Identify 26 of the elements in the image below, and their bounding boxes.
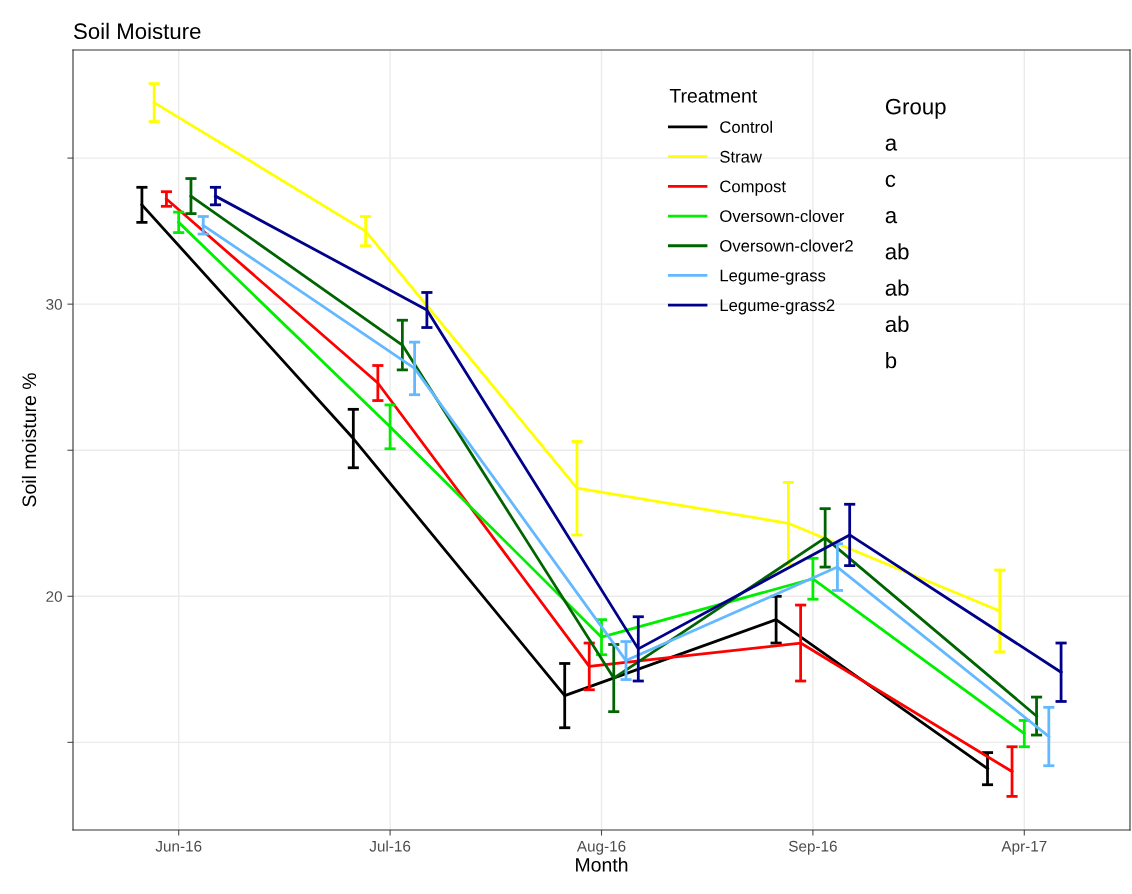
x-tick-label: Jun-16 (155, 840, 202, 852)
legend-label: Straw (720, 150, 762, 163)
annotation: c (885, 174, 896, 188)
x-tick-label: Aug-16 (576, 840, 626, 855)
annotation: ab (885, 279, 909, 296)
x-axis-title: Month (576, 857, 628, 872)
x-tick-label: Apr-17 (1001, 840, 1047, 855)
annotation: b (886, 352, 897, 369)
annotation: ab (885, 315, 909, 333)
legend-label: Legume-grass2 (720, 299, 835, 315)
legend-label: Compost (720, 180, 786, 196)
x-tick-label: Sep-16 (788, 840, 837, 855)
y-tick-label: 30 (46, 299, 62, 310)
legend-label: Oversown-clover2 (720, 239, 853, 252)
annotation: ab (885, 243, 909, 260)
legend-title: Treatment (669, 89, 758, 103)
legend-label: Legume-grass (720, 269, 826, 285)
legend-label: Oversown-clover (720, 209, 845, 223)
annotation: Group (885, 98, 946, 119)
annotation: a (885, 138, 898, 151)
x-tick-label: Jul-16 (369, 840, 411, 852)
legend-label: Control (720, 120, 772, 133)
y-axis-title: Soil moisture % (21, 373, 37, 507)
annotation: a (885, 211, 898, 224)
y-tick-label: 20 (46, 591, 62, 602)
chart-title: Soil Moisture (74, 22, 201, 40)
